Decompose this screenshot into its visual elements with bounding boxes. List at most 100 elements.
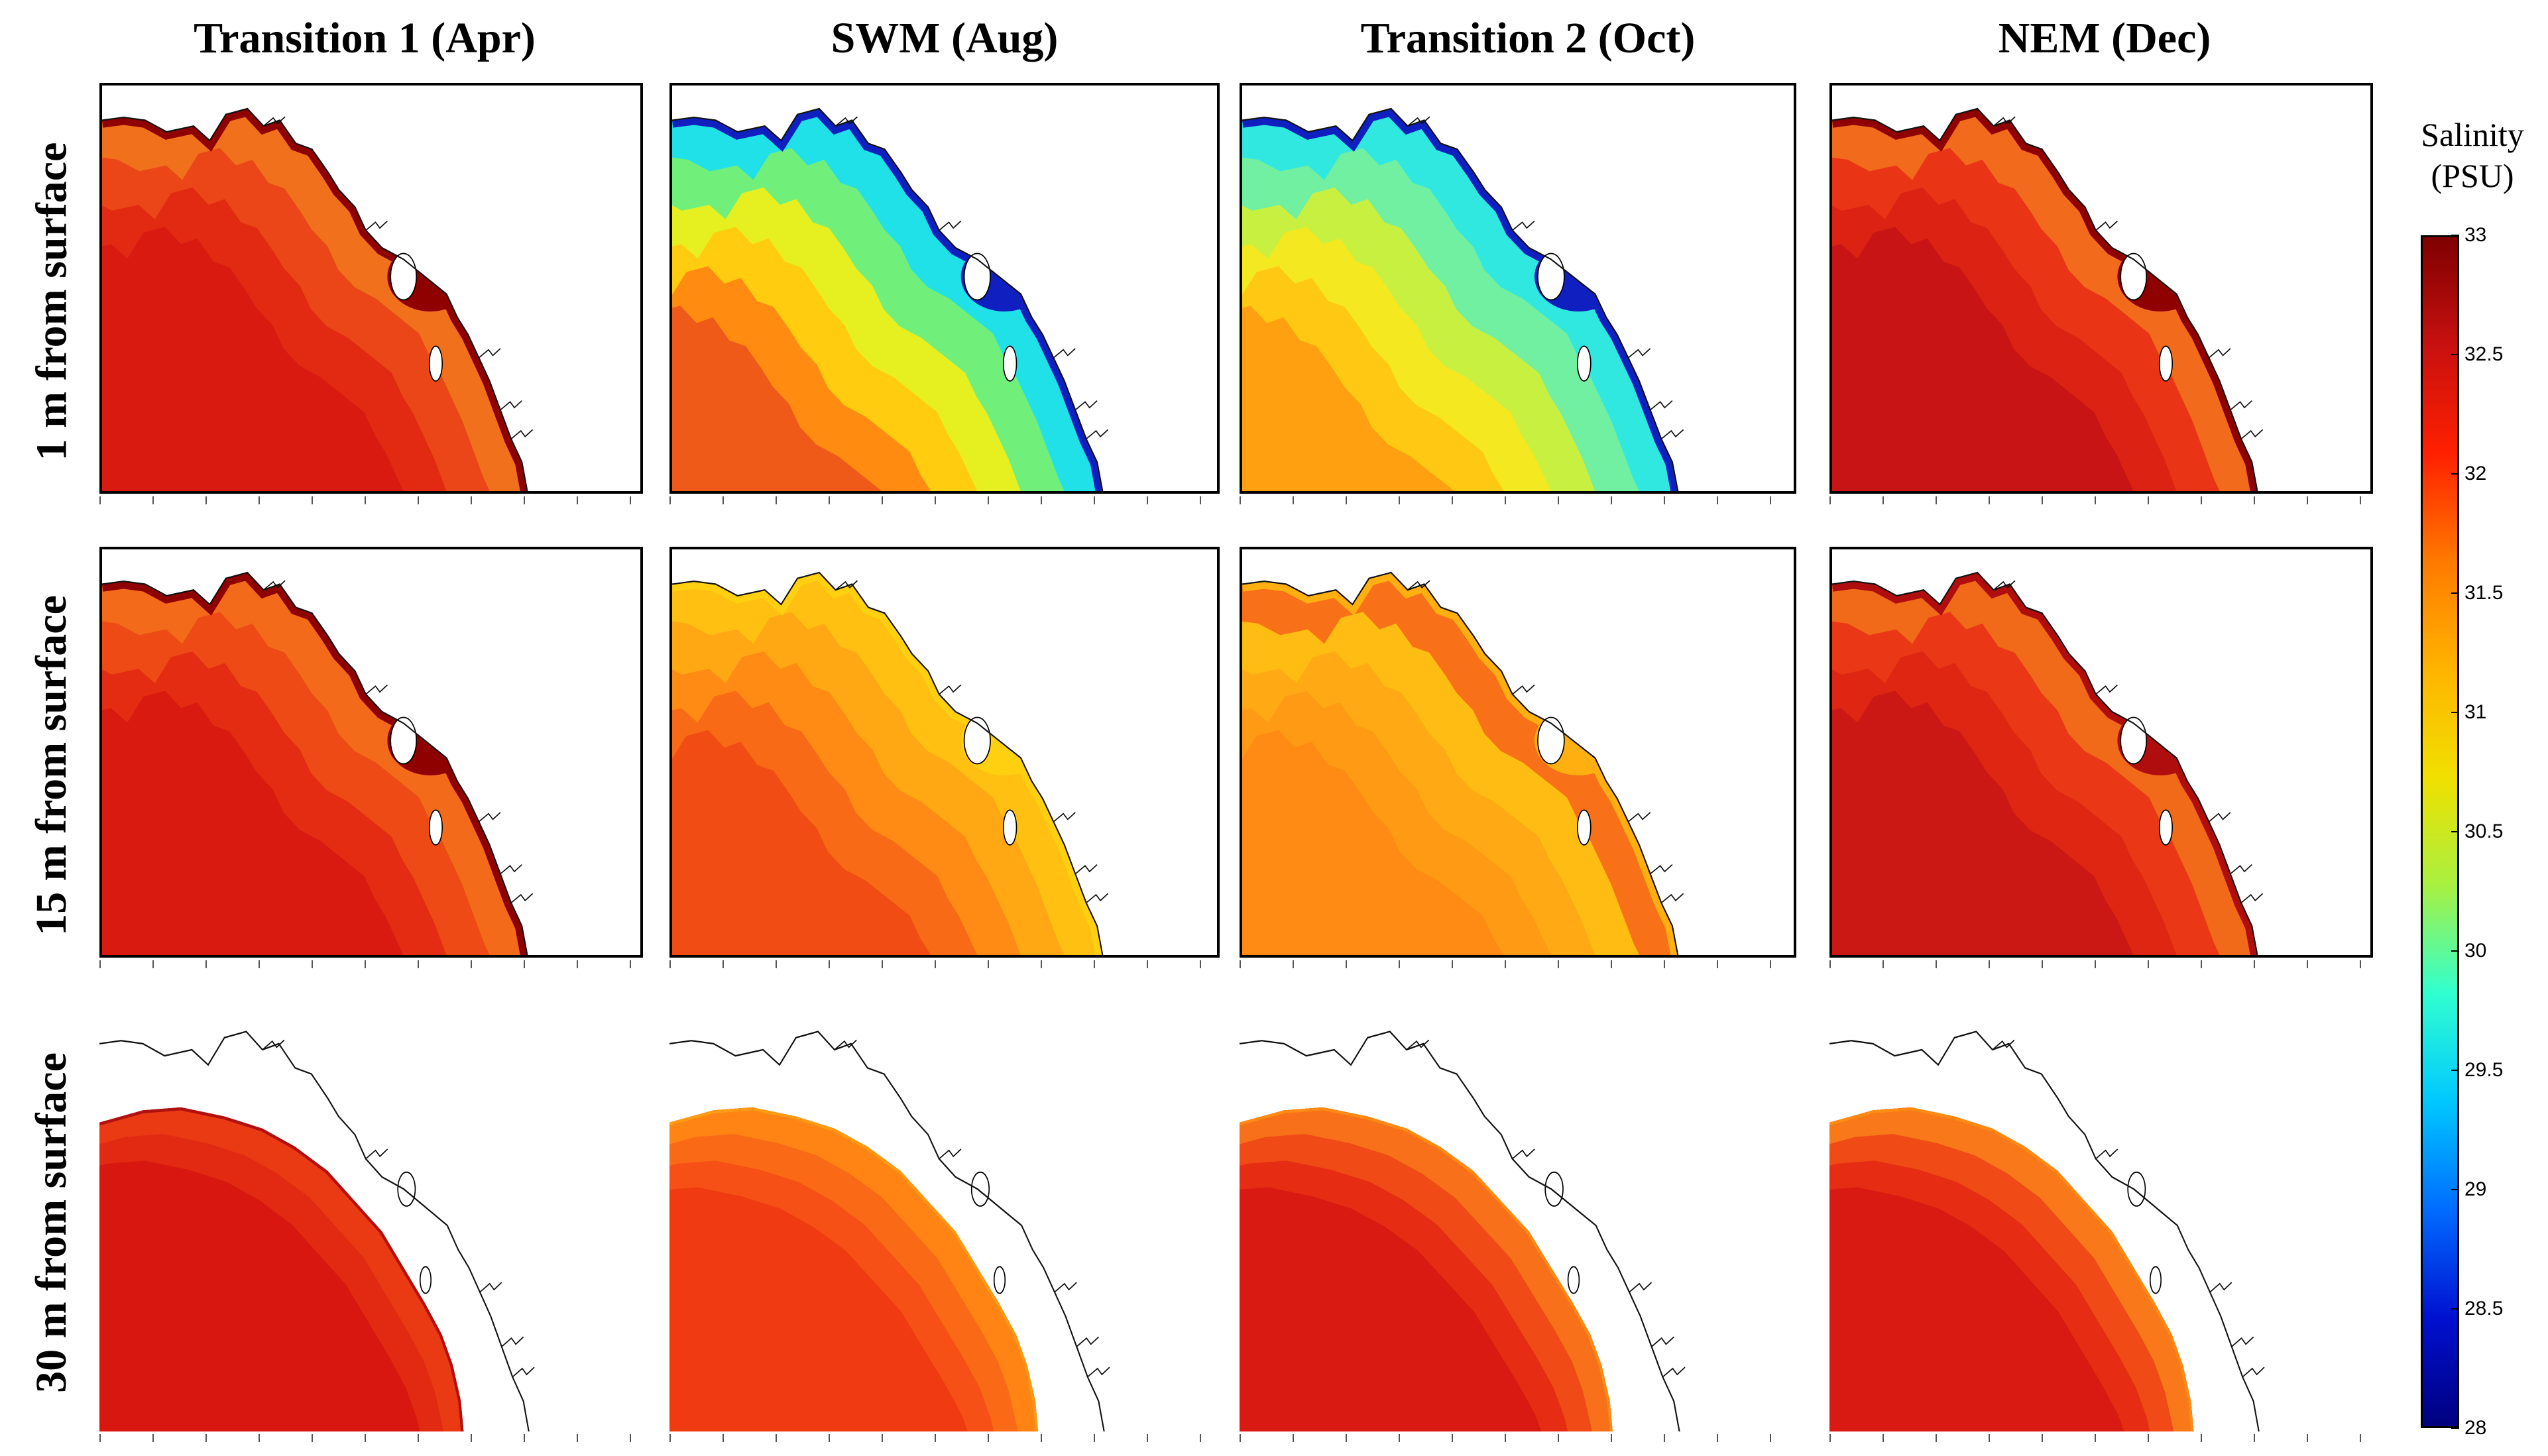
salinity-map (1829, 1031, 2265, 1431)
river-inlet (2242, 1367, 2265, 1378)
salinity-field (669, 1107, 1039, 1431)
salinity-map-panel (99, 83, 643, 494)
axis-ticks (99, 960, 643, 968)
river-inlet (1086, 893, 1109, 904)
river-inlet (1076, 1336, 1099, 1347)
river-inlet (2208, 812, 2231, 822)
axis-ticks (669, 496, 1220, 504)
river-inlet (834, 1039, 857, 1050)
salinity-map-panel (669, 547, 1220, 958)
colorbar-title-line1: Salinity (2421, 116, 2524, 153)
river-inlet (478, 348, 501, 359)
coastline (102, 571, 528, 955)
colorbar-title-line2: (PSU) (2431, 157, 2514, 194)
colorbar-tick-label: 28 (2464, 1417, 2487, 1439)
colorbar-tickmark (2451, 235, 2459, 236)
colorbar-tickmark (2451, 354, 2459, 355)
colorbar-tickmark (2451, 592, 2459, 594)
colorbar-tick-label: 30.5 (2464, 820, 2504, 842)
river-inlet (2231, 1336, 2254, 1347)
river-inlet (2240, 893, 2264, 904)
river-inlet (479, 1282, 502, 1293)
island (963, 716, 991, 765)
river-inlet (478, 812, 501, 822)
island (1002, 809, 1017, 846)
coastline (102, 107, 528, 491)
colorbar-tick-label: 29.5 (2464, 1059, 2504, 1081)
river-inlet (365, 1148, 388, 1160)
island (1537, 252, 1565, 301)
river-inlet (2230, 864, 2252, 875)
colorbar-tick-label: 31 (2464, 701, 2487, 723)
colorbar-tickmark (2451, 1308, 2459, 1310)
row-label-15m: 15 m from surface (27, 595, 76, 936)
coastline (1242, 107, 1679, 491)
coastline (672, 571, 1104, 955)
river-inlet (1407, 116, 1430, 127)
colorbar-tick-label: 29 (2464, 1178, 2487, 1200)
coastline (1832, 571, 2258, 955)
island (1544, 1171, 1564, 1207)
river-inlet (1992, 1039, 2015, 1050)
colorbar-tick-label: 28.5 (2464, 1298, 2504, 1319)
colorbar-tickmark (2451, 473, 2459, 475)
salinity-band (1829, 1107, 2194, 1431)
river-inlet (501, 1336, 524, 1347)
coastline (672, 107, 1104, 491)
river-inlet (939, 684, 962, 695)
coastline (99, 1031, 530, 1431)
salinity-map-panel (1240, 547, 1796, 958)
river-inlet (500, 400, 522, 411)
coastline (1240, 1031, 1680, 1431)
salinity-map-panel (99, 547, 643, 958)
colorbar-tickmark (2451, 1428, 2459, 1429)
river-inlet (1086, 429, 1109, 440)
salinity-field (1242, 108, 1678, 491)
island (2158, 345, 2173, 382)
island (390, 716, 418, 765)
salinity-map (99, 1031, 535, 1431)
river-inlet (835, 116, 858, 127)
colorbar-tickmark (2451, 1070, 2459, 1071)
axis-ticks (1240, 1434, 1796, 1442)
salinity-map (102, 571, 534, 955)
island (1577, 809, 1592, 846)
river-inlet (2095, 684, 2118, 695)
river-inlet (263, 580, 286, 590)
island (2149, 1266, 2162, 1294)
river-inlet (939, 220, 962, 231)
coastline (1829, 1031, 2260, 1431)
river-inlet (1053, 812, 1076, 822)
salinity-field (1829, 1107, 2194, 1431)
island (390, 252, 418, 301)
river-inlet (835, 580, 858, 590)
column-title-aug: SWM (Aug) (831, 14, 1059, 62)
salinity-map-panel (1829, 83, 2373, 494)
river-inlet (939, 1148, 962, 1160)
salinity-map (672, 107, 1109, 491)
colorbar-tick-label: 33 (2464, 224, 2487, 246)
salinity-band (1240, 1107, 1613, 1431)
river-inlet (1627, 812, 1651, 822)
salinity-map (672, 571, 1109, 955)
island (963, 252, 991, 301)
river-inlet (510, 429, 534, 440)
island (2120, 252, 2148, 301)
river-inlet (1660, 429, 1684, 440)
salinity-map-panel (1240, 1007, 1796, 1431)
river-inlet (500, 864, 522, 875)
island (1002, 345, 1017, 382)
river-inlet (2230, 400, 2252, 411)
salinity-band (669, 1107, 1039, 1431)
salinity-field (672, 572, 1103, 955)
river-inlet (1993, 580, 2016, 590)
river-inlet (1650, 864, 1673, 875)
salinity-map-panel (669, 83, 1220, 494)
river-inlet (1074, 400, 1098, 411)
axis-ticks (99, 1434, 643, 1442)
coastline (669, 1031, 1105, 1431)
river-inlet (1660, 893, 1684, 904)
axis-ticks (1829, 496, 2373, 504)
salinity-field (1240, 1107, 1613, 1431)
colorbar-tick-label: 30 (2464, 940, 2487, 962)
